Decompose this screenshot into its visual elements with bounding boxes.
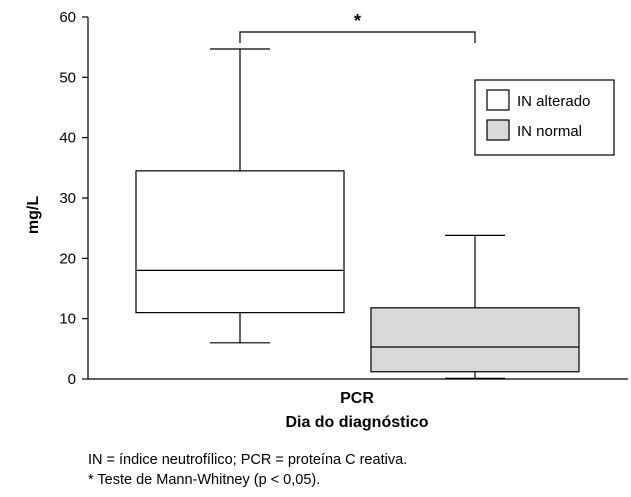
legend-swatch	[486, 89, 510, 111]
box-in-normal	[370, 234, 580, 379]
footnote-abbreviations: IN = índice neutrofílico; PCR = proteína…	[88, 452, 408, 468]
iqr-box	[370, 307, 580, 373]
legend-label: IN alterado	[517, 93, 590, 110]
legend: IN alterado IN normal	[474, 79, 615, 156]
bracket-line	[239, 31, 476, 43]
y-tick-label: 0	[68, 371, 76, 388]
significance-star: *	[354, 11, 361, 31]
y-tick-label: 20	[59, 250, 76, 267]
x-axis-label: Dia do diagnóstico	[285, 414, 428, 431]
legend-label: IN normal	[517, 123, 582, 140]
y-axis: 0 10 20 30 40 50 60	[59, 9, 89, 388]
iqr-box	[135, 170, 345, 314]
y-tick-label: 40	[59, 130, 76, 147]
y-axis-label: mg/L	[25, 196, 42, 234]
significance-bracket: *	[239, 11, 476, 43]
boxplot-chart: 0 10 20 30 40 50 60 * IN alterado IN normal mg/…	[25, 9, 628, 431]
x-category-label: PCR	[340, 390, 374, 407]
footnote-statistical-test: * Teste de Mann-Whitney (p < 0,05).	[88, 472, 321, 488]
y-tick-label: 10	[59, 311, 76, 328]
y-tick-label: 50	[59, 69, 76, 86]
box-in-alterado	[135, 48, 345, 344]
y-tick-label: 30	[59, 190, 76, 207]
legend-swatch	[486, 119, 510, 141]
y-tick-label: 60	[59, 9, 76, 26]
boxes	[135, 48, 580, 379]
